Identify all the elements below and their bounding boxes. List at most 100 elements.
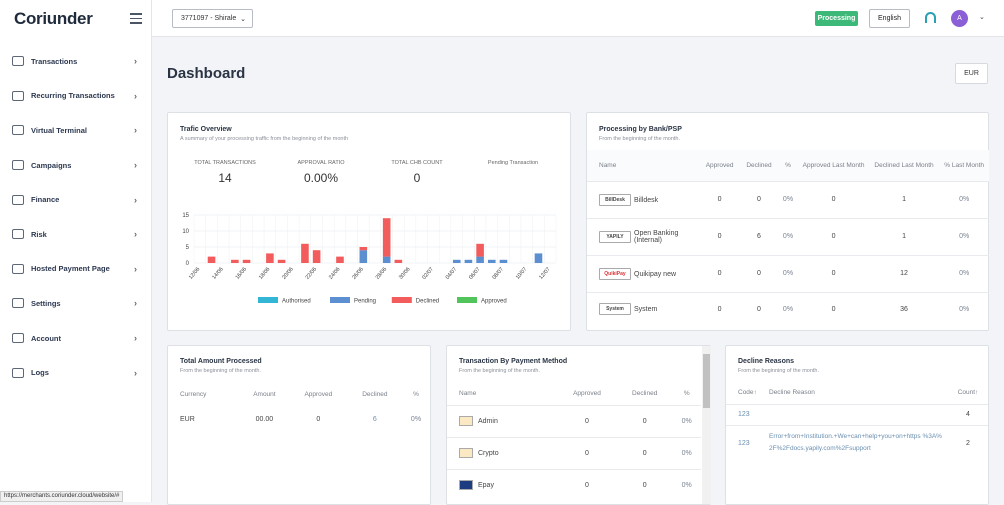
chevron-right-icon: › [134, 90, 137, 101]
card-title: Decline Reasons [738, 358, 795, 365]
legend-swatch [258, 297, 278, 303]
pct-cell: 0% [777, 291, 799, 326]
chevron-down-icon[interactable]: ⌄ [979, 14, 985, 21]
logo[interactable]: Coriunder [14, 9, 93, 28]
bar-pending [359, 250, 368, 263]
scrollbar-thumb[interactable] [703, 354, 710, 408]
declined-last-cell: 36 [868, 291, 940, 326]
stat-label: TOTAL TRANSACTIONS [194, 160, 256, 166]
code-cell: 123 [726, 403, 766, 425]
sidebar-item-settings[interactable]: Settings › [0, 286, 152, 321]
sidebar-item-label: Account [31, 333, 61, 343]
table-row[interactable]: 123 Error+from+Institution.+We+can+help+y… [726, 424, 988, 461]
declined-cell: 0 [616, 468, 673, 501]
campaigns-icon [12, 160, 24, 171]
method-name-cell: Crypto [447, 436, 557, 469]
stat-total-chb-count: TOTAL CHB COUNT 0 [372, 160, 462, 185]
topbar: 3771097 - Shirale ⌄ Processing English A … [152, 0, 1004, 37]
sidebar-item-finance[interactable]: Finance › [0, 182, 152, 217]
column-header: Declined [632, 389, 658, 397]
chevron-right-icon: › [134, 160, 137, 171]
approved-last-cell: 0 [798, 254, 869, 292]
sidebar-item-logs[interactable]: Logs › [0, 355, 152, 390]
table-row[interactable]: 123 4 [726, 403, 988, 425]
column-header: Declined [746, 161, 772, 169]
avatar[interactable]: A [951, 10, 968, 27]
chevron-right-icon: › [134, 229, 137, 240]
pct-cell: 0% [777, 180, 799, 218]
approved-cell: 0 [557, 404, 617, 437]
amount-cell: 00.00 [255, 415, 274, 423]
table-row[interactable]: BillDesk Billdesk 0 0 0% 0 1 0% [587, 180, 989, 218]
menu-toggle-icon[interactable] [130, 13, 142, 24]
sidebar-item-virtual-terminal[interactable]: Virtual Terminal › [0, 113, 152, 148]
table-row[interactable]: System System 0 0 0% 0 36 0% [587, 291, 989, 326]
column-header: Approved Last Month [802, 161, 865, 169]
sidebar-item-account[interactable]: Account › [0, 321, 152, 356]
sidebar-item-hosted-payment-page[interactable]: Hosted Payment Page › [0, 252, 152, 287]
decline-reasons-card: Decline Reasons From the beginning of th… [725, 345, 989, 505]
bank-name-cell: QuikiPay Quikipay new [587, 254, 699, 292]
account-icon [12, 333, 24, 344]
sidebar-item-risk[interactable]: Risk › [0, 217, 152, 252]
chevron-right-icon: › [134, 194, 137, 205]
language-button[interactable]: English [869, 9, 910, 28]
x-tick-label: 12/07 [538, 266, 551, 280]
table-row[interactable]: EUR 00.00 0 6 0% [168, 406, 430, 432]
pct-cell: 0% [672, 404, 701, 437]
column-header: % Last Month [944, 161, 984, 169]
table-row[interactable]: YAPILY Open Banking (Internal) 0 6 0% 0 1 0% [587, 217, 989, 255]
bank-name-cell: YAPILY Open Banking (Internal) [587, 217, 699, 255]
sidebar-item-recurring-transactions[interactable]: Recurring Transactions › [0, 79, 152, 114]
x-tick-label: 22/06 [305, 266, 318, 280]
declined-cell: 6 [372, 415, 377, 423]
quikipay-logo: QuikiPay [599, 267, 631, 280]
table-row[interactable]: Epay 0 0 0% [447, 468, 701, 501]
card-subtitle: From the beginning of the month. [738, 368, 820, 374]
approved-last-cell: 0 [798, 291, 869, 326]
x-tick-label: 18/06 [258, 266, 271, 280]
chevron-right-icon: › [134, 367, 137, 378]
x-tick-label: 04/07 [445, 266, 458, 280]
y-tick-label: 10 [182, 229, 189, 235]
stat-label: TOTAL CHB COUNT [391, 160, 443, 166]
card-scrollbar[interactable] [702, 346, 711, 504]
table-row[interactable]: QuikiPay Quikipay new 0 0 0% 0 12 0% [587, 254, 989, 292]
status-badge: Processing [815, 11, 858, 26]
headset-icon[interactable] [925, 12, 936, 23]
sidebar-item-label: Risk [31, 229, 47, 239]
currency-button[interactable]: EUR [955, 63, 988, 84]
code-cell: 123 [726, 424, 766, 461]
y-tick-label: 0 [186, 261, 190, 267]
approved-last-cell: 0 [798, 217, 869, 255]
method-name: Admin [478, 417, 498, 425]
x-tick-label: 20/06 [281, 266, 294, 280]
x-tick-label: 10/07 [515, 266, 528, 280]
x-tick-label: 06/07 [468, 266, 481, 280]
x-tick-label: 02/07 [421, 266, 434, 280]
card-subtitle: From the beginning of the month. [180, 368, 262, 374]
transactions-icon [12, 56, 24, 67]
sidebar-item-campaigns[interactable]: Campaigns › [0, 148, 152, 183]
pct-cell: 0% [777, 254, 799, 292]
table-row[interactable]: Admin 0 0 0% [447, 404, 701, 437]
approved-last-cell: 0 [798, 180, 869, 218]
stat-approval-ratio: APPROVAL RATIO 0.00% [276, 160, 366, 185]
recurring-icon [12, 90, 24, 101]
approved-cell: 0 [698, 217, 741, 255]
table-row[interactable]: Crypto 0 0 0% [447, 436, 701, 469]
sidebar: Coriunder Transactions › Recurring Transa… [0, 0, 152, 502]
card-title: Processing by Bank/PSP [599, 126, 682, 133]
sidebar-item-transactions[interactable]: Transactions › [0, 44, 152, 79]
payment-method-table: Name Approved Declined % Admin 0 0 0% Crypt… [447, 382, 701, 501]
pct-last-cell: 0% [939, 180, 989, 218]
pct-last-cell: 0% [939, 217, 989, 255]
logs-icon [12, 367, 24, 378]
x-tick-label: 14/06 [211, 266, 224, 280]
bar-declined [277, 259, 286, 263]
x-tick-label: 24/06 [328, 266, 341, 280]
sidebar-item-label: Logs [31, 368, 49, 378]
crypto-icon [459, 448, 473, 458]
merchant-select[interactable]: 3771097 - Shirale ⌄ [172, 9, 253, 28]
bar-declined [266, 253, 274, 263]
